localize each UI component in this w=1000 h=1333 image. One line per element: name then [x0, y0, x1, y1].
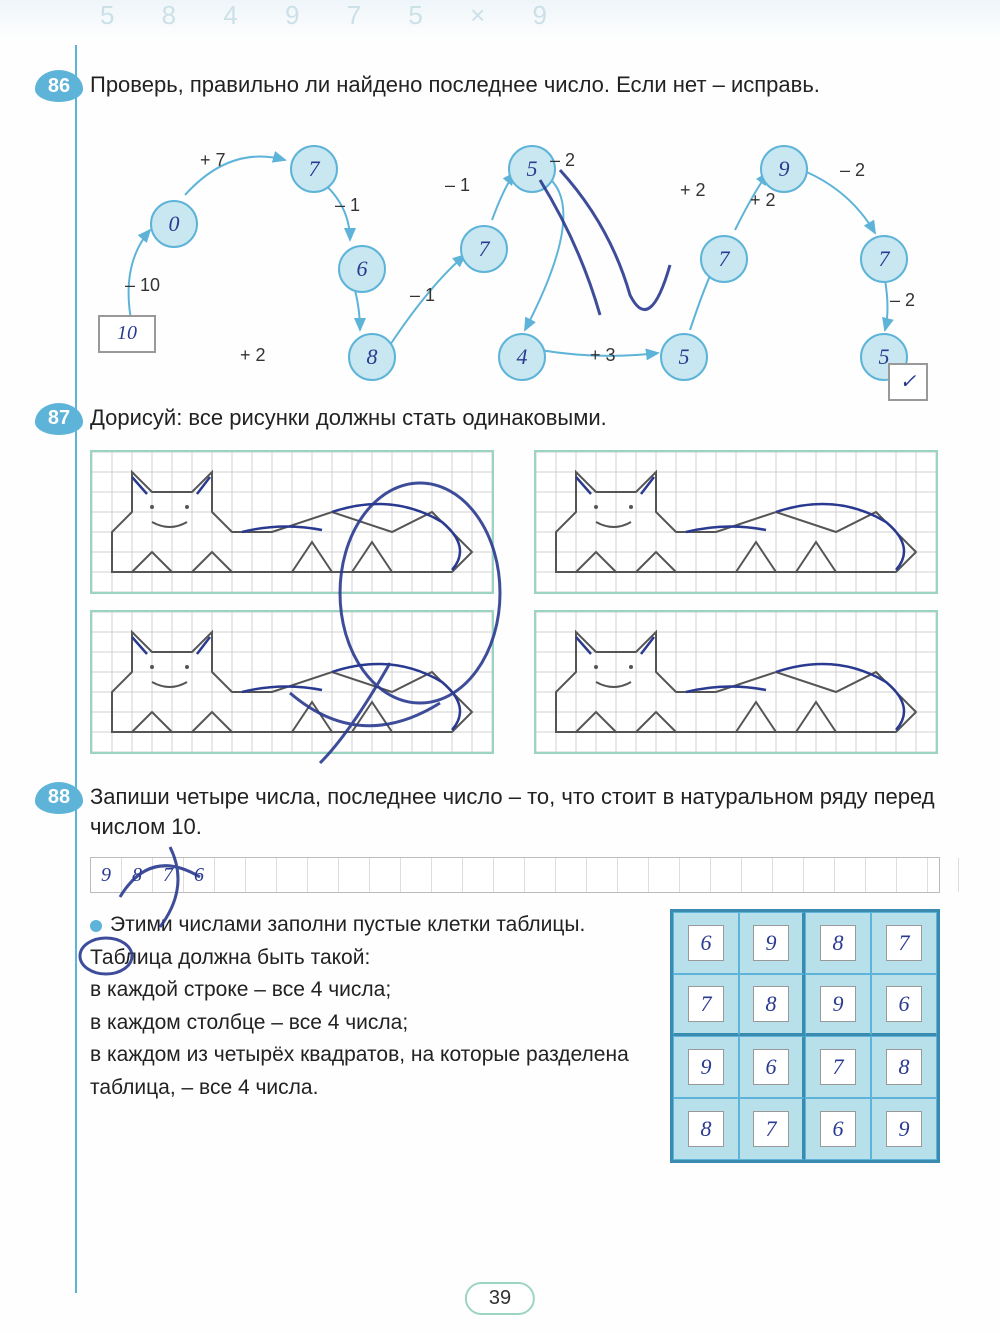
sudoku-value: 6	[886, 986, 922, 1022]
row-cell	[463, 858, 494, 892]
task-number-badge: 86	[35, 70, 83, 102]
row-cell	[494, 858, 525, 892]
sudoku-cell: 7	[739, 1098, 805, 1160]
sudoku-value: 7	[886, 925, 922, 961]
rule-line: в каждой строке – все 4 числа;	[90, 974, 640, 1007]
sudoku-value: 6	[753, 1049, 789, 1085]
task-86-text: Проверь, правильно ли найдено последнее …	[90, 70, 940, 101]
sudoku-cell: 9	[805, 974, 871, 1036]
sudoku-grid: 6987789696788769	[670, 909, 940, 1163]
row-cell	[897, 858, 928, 892]
sudoku-value: 6	[820, 1111, 856, 1147]
page: 5 8 4 9 7 5 × 9 86 Проверь, правильно ли…	[0, 0, 1000, 1333]
task-number-badge: 87	[35, 403, 83, 435]
sudoku-cell: 7	[805, 1036, 871, 1098]
sudoku-cell: 8	[871, 1036, 937, 1098]
task-88-text: Запиши четыре числа, последнее число – т…	[90, 782, 940, 844]
row-cell	[587, 858, 618, 892]
sudoku-value: 8	[820, 925, 856, 961]
sudoku-value: 9	[753, 925, 789, 961]
sudoku-row: 6987	[673, 912, 937, 974]
row-cell	[835, 858, 866, 892]
sudoku-value: 9	[886, 1111, 922, 1147]
sudoku-value: 8	[688, 1111, 724, 1147]
chain-diagram: 10 0 7 6 8 7 5 4 5 7 9 7 5 + 7 – 1 – 10 …	[90, 115, 940, 375]
pen-circle	[78, 932, 138, 982]
row-cell	[804, 858, 835, 892]
task-87: 87 Дорисуй: все рисунки должны стать оди…	[90, 403, 940, 754]
row-cell	[432, 858, 463, 892]
sudoku-value: 7	[753, 1111, 789, 1147]
sudoku-cell: 8	[805, 912, 871, 974]
row-cell	[649, 858, 680, 892]
sudoku-value: 9	[688, 1049, 724, 1085]
row-cell	[711, 858, 742, 892]
sudoku-value: 8	[886, 1049, 922, 1085]
sudoku-cell: 6	[871, 974, 937, 1036]
row-cell	[742, 858, 773, 892]
row-cell	[773, 858, 804, 892]
task-88-body: Этими числами заполни пустые клетки табл…	[90, 909, 940, 1163]
rule-line: в каждом столбце – все 4 числа;	[90, 1007, 640, 1040]
sudoku-cell: 6	[673, 912, 739, 974]
bullet-icon	[90, 920, 102, 932]
row-cell	[401, 858, 432, 892]
sudoku-row: 8769	[673, 1098, 937, 1160]
sudoku-cell: 9	[739, 912, 805, 974]
sudoku-cell: 7	[871, 912, 937, 974]
margin-line	[75, 45, 77, 1293]
row-cell	[339, 858, 370, 892]
sudoku-cell: 6	[805, 1098, 871, 1160]
task-86: 86 Проверь, правильно ли найдено последн…	[90, 70, 940, 375]
page-number: 39	[465, 1282, 535, 1315]
sudoku-value: 7	[820, 1049, 856, 1085]
sudoku-value: 9	[820, 986, 856, 1022]
sudoku-cell: 9	[673, 1036, 739, 1098]
row-cell	[556, 858, 587, 892]
task-88-rules: Этими числами заполни пустые клетки табл…	[90, 909, 640, 1104]
sudoku-cell: 6	[739, 1036, 805, 1098]
row-cell	[680, 858, 711, 892]
sudoku-cell: 8	[673, 1098, 739, 1160]
row-cell	[928, 858, 959, 892]
rule-line: в каждом из четырёх квадратов, на которы…	[90, 1039, 640, 1104]
sudoku-value: 8	[753, 986, 789, 1022]
sudoku-value: 6	[688, 925, 724, 961]
task-87-text: Дорисуй: все рисунки должны стать одинак…	[90, 403, 940, 434]
pen-scribble	[110, 837, 310, 937]
row-cell	[308, 858, 339, 892]
pen-scribble	[90, 115, 950, 375]
header-decoration: 5 8 4 9 7 5 × 9	[0, 0, 1000, 40]
sudoku-cell: 9	[871, 1098, 937, 1160]
sudoku-row: 9678	[673, 1036, 937, 1098]
rule-line: Таблица должна быть такой:	[90, 942, 640, 975]
sudoku-cell: 7	[673, 974, 739, 1036]
sudoku-row: 7896	[673, 974, 937, 1036]
row-cell	[370, 858, 401, 892]
sudoku-value: 7	[688, 986, 724, 1022]
row-cell	[866, 858, 897, 892]
row-cell	[525, 858, 556, 892]
pen-scribble	[210, 463, 910, 783]
sudoku-cell: 8	[739, 974, 805, 1036]
row-cell	[618, 858, 649, 892]
task-88: 88 Запиши четыре числа, последнее число …	[90, 782, 940, 1164]
